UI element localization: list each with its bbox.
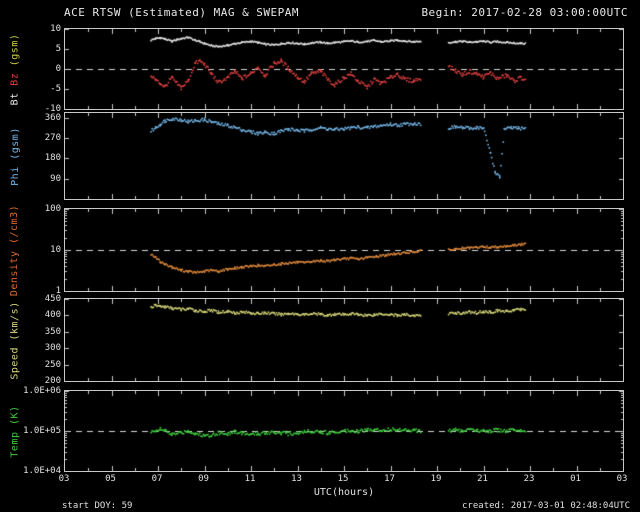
y-tick-label: 300	[44, 343, 61, 354]
y-axis-label-phi: Phi (gsm)	[2, 112, 28, 200]
x-axis-title: UTC(hours)	[313, 487, 375, 498]
y-tick-label: 10	[50, 245, 61, 255]
y-tick-label: 0	[55, 64, 61, 74]
y-tick-label: 1.0E+06	[23, 386, 61, 396]
x-tick-label: 13	[291, 474, 302, 484]
y-axis-label-bt-bz: Bt Bz (gsm)	[2, 28, 28, 110]
plot-title: ACE RTSW (Estimated) MAG & SWEPAM	[64, 6, 300, 19]
y-axis-label-part: Bz	[9, 65, 21, 86]
y-tick-label: 270	[44, 132, 61, 143]
panel-density	[64, 208, 624, 292]
x-tick-label: 03	[616, 474, 628, 484]
x-tick-label: 09	[198, 474, 209, 484]
panel-temp	[64, 390, 624, 472]
y-axis-label-speed: Speed (km/s)	[2, 298, 28, 382]
y-tick-label: 200	[44, 376, 61, 386]
x-tick-label: 17	[384, 474, 395, 484]
y-tick-label: 100	[44, 204, 61, 214]
panel-temp-canvas	[65, 391, 623, 471]
panel-speed-canvas	[65, 299, 623, 381]
created-timestamp: created: 2017-03-01 02:48:04UTC	[462, 501, 630, 511]
x-tick-label: 15	[337, 474, 349, 484]
start-doy-label: start DOY: 59	[62, 501, 133, 511]
x-tick-label: 23	[523, 474, 535, 484]
x-tick-label: 03	[58, 474, 70, 484]
x-tick-label: 19	[430, 474, 442, 484]
y-tick-label: 90	[50, 173, 61, 184]
panel-density-canvas	[65, 209, 623, 291]
y-tick-label: 180	[44, 153, 61, 164]
y-tick-label: 1.0E+05	[23, 426, 61, 436]
y-tick-label: 10	[50, 24, 61, 34]
y-axis-label-part: Bt	[9, 85, 21, 105]
x-tick-label: 21	[477, 474, 488, 484]
y-tick-label: 450	[44, 294, 61, 304]
y-tick-label: 360	[44, 112, 61, 123]
y-axis-label-part: Speed (km/s)	[9, 300, 21, 380]
y-tick-label: 1	[55, 286, 61, 296]
y-tick-label: 250	[44, 359, 61, 370]
title-row: ACE RTSW (Estimated) MAG & SWEPAM Begin:…	[64, 6, 628, 19]
y-axis-label-density: Density (/cm3)	[2, 204, 28, 295]
x-tick-label: 01	[570, 474, 581, 484]
y-axis-label-part: Temp (K)	[9, 404, 21, 458]
panel-phi-canvas	[65, 113, 623, 199]
y-axis-label-temp: Temp (K)	[2, 390, 28, 472]
y-axis-label-part: Phi (gsm)	[9, 126, 21, 186]
y-tick-label: -5	[50, 84, 61, 94]
y-tick-label: 350	[44, 326, 61, 337]
panel-speed	[64, 298, 624, 382]
y-axis-label-part: (gsm)	[9, 33, 21, 66]
x-tick-label: 07	[151, 474, 163, 484]
y-tick-label: -10	[44, 104, 61, 114]
x-tick-label: 11	[244, 474, 256, 484]
y-tick-label: 5	[55, 44, 61, 54]
panel-phi	[64, 112, 624, 200]
panel-bt-bz	[64, 28, 624, 110]
panel-bt-bz-canvas	[65, 29, 623, 109]
begin-timestamp: Begin: 2017-02-28 03:00:00UTC	[421, 6, 628, 19]
y-tick-label: 1.0E+04	[23, 466, 61, 476]
y-axis-label-part: Density (/cm3)	[9, 204, 21, 296]
x-tick-label: 05	[105, 474, 116, 484]
y-tick-label: 400	[44, 310, 61, 321]
